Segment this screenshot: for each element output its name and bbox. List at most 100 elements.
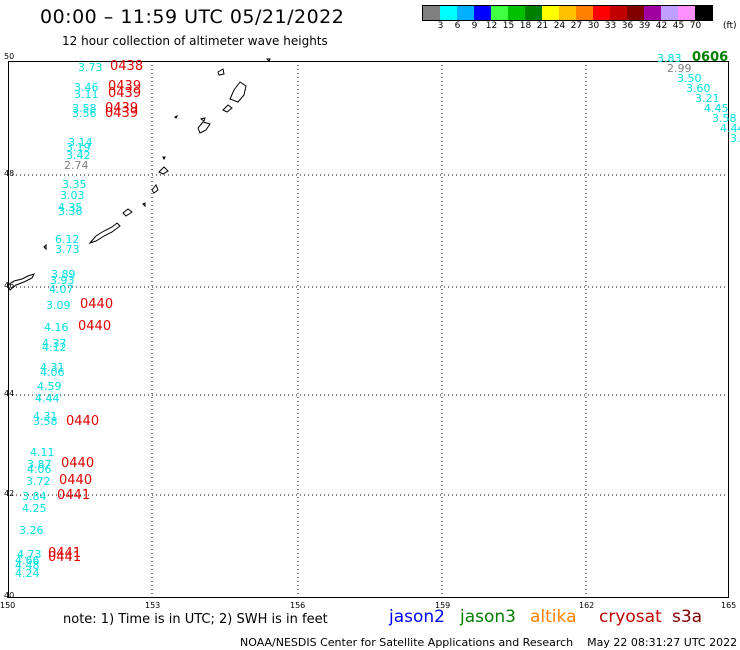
wave-height-label: 3.93	[50, 274, 75, 287]
color-swatch	[440, 6, 457, 20]
wave-height-label: 3.83	[657, 52, 682, 65]
color-scale-tick: 6	[454, 21, 461, 31]
wave-height-label: 4.12	[42, 341, 67, 354]
longitude-tick: 159	[435, 601, 451, 610]
island-outline	[158, 166, 169, 175]
color-swatch	[508, 6, 525, 20]
wave-height-label: 3.42	[66, 149, 91, 162]
wave-height-label: 3.60	[686, 82, 711, 95]
color-scale-tick: 18	[519, 21, 532, 31]
color-swatch	[678, 6, 695, 20]
island-outline	[43, 243, 47, 251]
latitude-tick: 40	[4, 591, 15, 600]
color-scale-tick: 45	[672, 21, 685, 31]
pass-time-label: 0439	[105, 106, 139, 121]
color-swatch	[593, 6, 610, 20]
satellite-legend-jason3: jason3	[460, 607, 516, 627]
color-swatch	[695, 6, 712, 20]
latitude-tick: 44	[4, 389, 15, 398]
wave-height-label: 4.73	[17, 548, 42, 561]
wave-height-label: 3.56	[72, 107, 97, 120]
color-scale-tick: 15	[502, 21, 515, 31]
wave-height-label: 3.14	[68, 136, 93, 149]
color-scale-tick: 36	[621, 21, 634, 31]
wave-height-label: 3.72	[26, 475, 51, 488]
longitude-tick: 156	[290, 601, 306, 610]
satellite-legend-jason2: jason2	[389, 607, 445, 627]
island-outline	[7, 273, 35, 291]
longitude-tick: 162	[579, 601, 595, 610]
color-swatch	[457, 6, 474, 20]
wave-height-label: 2.99	[667, 62, 692, 75]
footer-credit: NOAA/NESDIS Center for Satellite Applica…	[240, 636, 737, 649]
wave-height-label: 4.31	[33, 410, 58, 423]
pass-time-label: 0439	[108, 86, 142, 101]
wave-height-label: 4.07	[49, 283, 74, 296]
color-swatch	[661, 6, 678, 20]
wave-height-label: 3.89	[51, 268, 76, 281]
pass-time-label: 0439	[108, 79, 142, 94]
color-swatch	[542, 6, 559, 20]
pass-time-label: 0438	[110, 59, 144, 74]
pass-time-label: 0440	[66, 414, 100, 429]
wave-height-label: 4.31	[40, 361, 65, 374]
pass-time-label: 0606	[692, 50, 729, 65]
island-outline	[217, 68, 225, 76]
color-swatch	[610, 6, 627, 20]
color-scale-tick: 21	[536, 21, 549, 31]
wave-height-label: 4.16	[44, 321, 69, 334]
satellite-legend-altika: altika	[530, 607, 577, 627]
wave-height-label: 6.12	[55, 233, 80, 246]
wave-height-label: 3.21	[695, 92, 720, 105]
pass-time-label: 0441	[48, 546, 82, 561]
color-scale-tick: 39	[638, 21, 651, 31]
island-outline	[151, 184, 159, 194]
pass-time-label: 0440	[78, 319, 112, 334]
wave-height-label: 3.19	[66, 141, 91, 154]
color-scale-tick: 42	[655, 21, 668, 31]
wave-height-label: 3.36	[58, 205, 83, 218]
color-swatch	[627, 6, 644, 20]
island-outline	[174, 114, 179, 119]
pass-time-label: 0439	[105, 101, 139, 116]
units-note: note: 1) Time is in UTC; 2) SWH is in fe…	[63, 612, 328, 627]
pass-time-label: 0441	[57, 488, 91, 503]
longitude-tick: 153	[145, 601, 161, 610]
wave-height-label: 3.58	[33, 415, 58, 428]
wave-height-label: 3.11	[74, 88, 99, 101]
pass-time-label: 0440	[80, 297, 114, 312]
latitude-tick: 48	[4, 169, 15, 178]
color-swatch	[644, 6, 661, 20]
color-swatch	[525, 6, 542, 20]
wave-height-label: 4.11	[30, 446, 55, 459]
island-outline	[265, 58, 271, 62]
latitude-tick: 46	[4, 281, 15, 290]
color-scale-tick: 30	[587, 21, 600, 31]
wave-height-label: 3.26	[19, 524, 44, 537]
footer-timestamp: May 22 08:31:27 UTC 2022	[587, 636, 738, 649]
island-outline	[222, 104, 233, 113]
island-outline	[162, 156, 166, 161]
satellite-legend-s3a: s3a	[672, 607, 703, 627]
wave-height-label: 3.87	[27, 458, 52, 471]
color-swatch	[576, 6, 593, 20]
wave-height-label: 4.66	[15, 554, 40, 567]
color-scale-tick: 33	[604, 21, 617, 31]
wave-height-label: 4.48	[15, 559, 40, 572]
wave-height-label: 3.58	[712, 112, 737, 125]
wave-height-label: 3.58	[72, 102, 97, 115]
graticule	[8, 61, 729, 598]
color-scale-tick: 3	[437, 21, 444, 31]
wave-height-label: 4.35	[58, 201, 83, 214]
wave-height-label: 4.45	[704, 102, 729, 115]
wave-height-label: 3.84	[22, 490, 47, 503]
color-scale-tick: 12	[485, 21, 498, 31]
color-swatch	[423, 6, 440, 20]
wave-height-label: 2.74	[64, 159, 89, 172]
wave-height-label: 4.24	[15, 567, 40, 580]
kuril-islands-coastline	[7, 58, 271, 291]
color-swatch	[559, 6, 576, 20]
color-scale-tick: 24	[553, 21, 566, 31]
longitude-tick: 165	[721, 601, 737, 610]
